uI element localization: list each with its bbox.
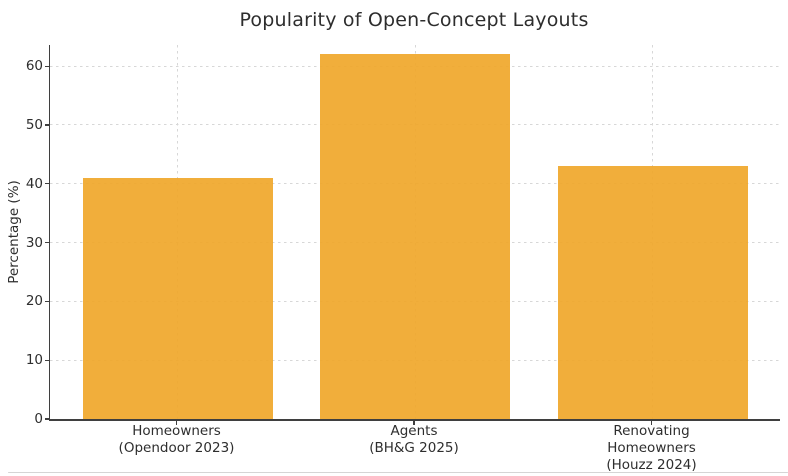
bar-2 — [557, 166, 748, 419]
y-tick-mark — [45, 418, 49, 420]
x-tick-label-0: Homeowners (Opendoor 2023) — [57, 423, 297, 457]
y-tick-label-40: 40 — [25, 175, 43, 192]
x-tick-mark — [413, 421, 415, 425]
y-tick-mark — [45, 359, 49, 361]
bar-0 — [82, 177, 273, 419]
x-tick-label-line: (Opendoor 2023) — [118, 440, 235, 456]
y-tick-label-50: 50 — [25, 116, 43, 133]
bottom-divider — [8, 472, 788, 473]
x-tick-label-2: Renovating Homeowners (Houzz 2024) — [532, 423, 772, 474]
x-tick-mark — [650, 421, 653, 425]
x-tick-label-line: Renovating — [613, 423, 690, 439]
y-tick-label-10: 10 — [25, 352, 43, 369]
y-tick-mark — [45, 65, 49, 67]
plot-area — [49, 45, 780, 421]
x-tick-label-1: Agents (BH&G 2025) — [294, 423, 534, 457]
x-tick-label-line: Agents — [390, 423, 438, 439]
y-tick-label-20: 20 — [25, 293, 43, 310]
y-tick-mark — [45, 241, 49, 244]
y-axis-label: Percentage (%) — [6, 180, 22, 284]
y-tick-label-30: 30 — [25, 234, 43, 251]
x-tick-mark — [175, 421, 178, 425]
y-tick-mark — [45, 183, 49, 185]
y-tick-mark — [45, 300, 49, 303]
x-tick-label-line: (BH&G 2025) — [369, 440, 459, 456]
x-tick-label-line: (Houzz 2024) — [606, 457, 697, 473]
x-tick-label-line: Homeowners — [607, 440, 696, 456]
bar-1 — [320, 54, 510, 419]
y-tick-label-0: 0 — [34, 411, 43, 427]
x-tick-label-line: Homeowners — [132, 423, 221, 439]
y-tick-label-60: 60 — [25, 58, 43, 75]
y-tick-mark — [45, 124, 49, 126]
chart-title: Popularity of Open-Concept Layouts — [239, 9, 589, 31]
